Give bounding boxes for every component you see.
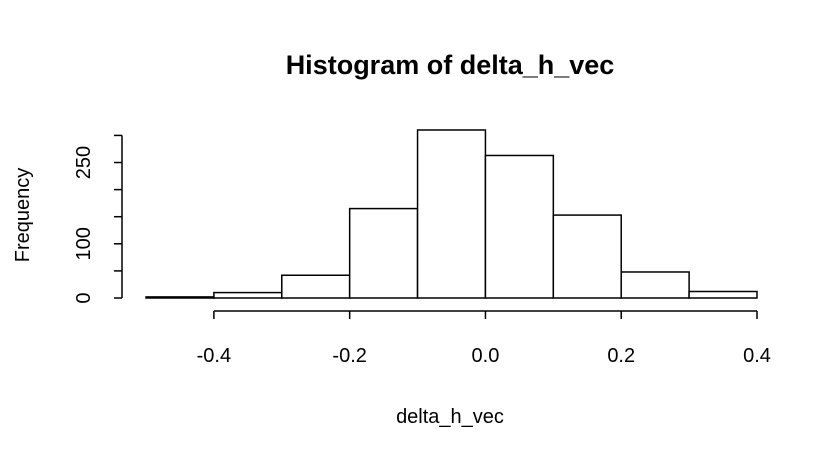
x-axis-tick-label-1: -0.4 [197, 345, 231, 367]
histogram-bar-4 [348, 207, 419, 299]
histogram-bar-8 [620, 271, 690, 299]
histogram-bar-9 [688, 290, 758, 299]
y-axis-tick-label-3: 100 [73, 227, 95, 260]
x-axis-tick-label-3: 0.0 [472, 345, 500, 367]
histogram-bar-3 [281, 274, 351, 299]
x-axis-tick-label-4: 0.2 [607, 345, 635, 367]
x-axis-tick-label-5: 0.4 [743, 345, 771, 367]
x-axis-tick-label-2: -0.2 [332, 345, 366, 367]
y-axis-label: Frequency [12, 168, 34, 263]
chart-axes: -0.4 -0.2 0.0 0.2 0.4 0 100 250 [73, 134, 771, 367]
histogram-bar-1 [145, 296, 215, 299]
histogram-bars [145, 129, 758, 299]
y-axis-tick-label-1: 0 [73, 292, 95, 303]
x-axis-label: delta_h_vec [396, 406, 504, 428]
histogram-bar-2 [213, 291, 283, 299]
histogram-bar-6 [484, 154, 555, 299]
histogram-bar-5 [416, 129, 487, 299]
chart-title: Histogram of delta_h_vec [286, 50, 615, 80]
histogram-bar-7 [552, 214, 622, 299]
y-axis-tick-label-6: 250 [73, 146, 95, 179]
